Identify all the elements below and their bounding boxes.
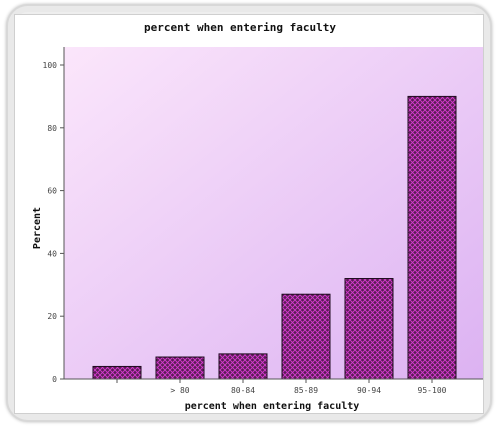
x-tick-label: 80-84	[231, 386, 255, 395]
x-axis: > 80 80-84 85-89 90-94 95-100	[116, 379, 447, 395]
chart-panel: percent when entering faculty 0 20 40 60 80 1…	[14, 14, 484, 414]
x-axis-title: percent when entering faculty	[185, 400, 360, 412]
y-tick-label: 100	[43, 61, 58, 70]
bar-chart: percent when entering faculty 0 20 40 60 80 1…	[32, 21, 483, 412]
y-tick-label: 60	[47, 187, 57, 196]
x-tick-label: 90-94	[357, 386, 381, 395]
chart-title: percent when entering faculty	[144, 21, 336, 34]
y-tick-label: 20	[47, 312, 57, 321]
bar	[92, 365, 142, 380]
x-tick-label: > 80	[170, 386, 189, 395]
y-tick-label: 80	[47, 124, 57, 133]
bar	[281, 293, 331, 380]
y-axis-title: Percent	[32, 207, 43, 249]
y-tick-label: 40	[47, 249, 57, 258]
bar-series	[92, 95, 457, 380]
bar	[218, 353, 268, 380]
x-tick-label: 85-89	[294, 386, 318, 395]
bar	[344, 278, 394, 380]
y-tick-label: 0	[52, 375, 57, 384]
bar	[155, 356, 205, 380]
x-tick-label: 95-100	[418, 386, 447, 395]
y-axis: 0 20 40 60 80 100	[43, 61, 64, 384]
bar	[407, 95, 457, 380]
